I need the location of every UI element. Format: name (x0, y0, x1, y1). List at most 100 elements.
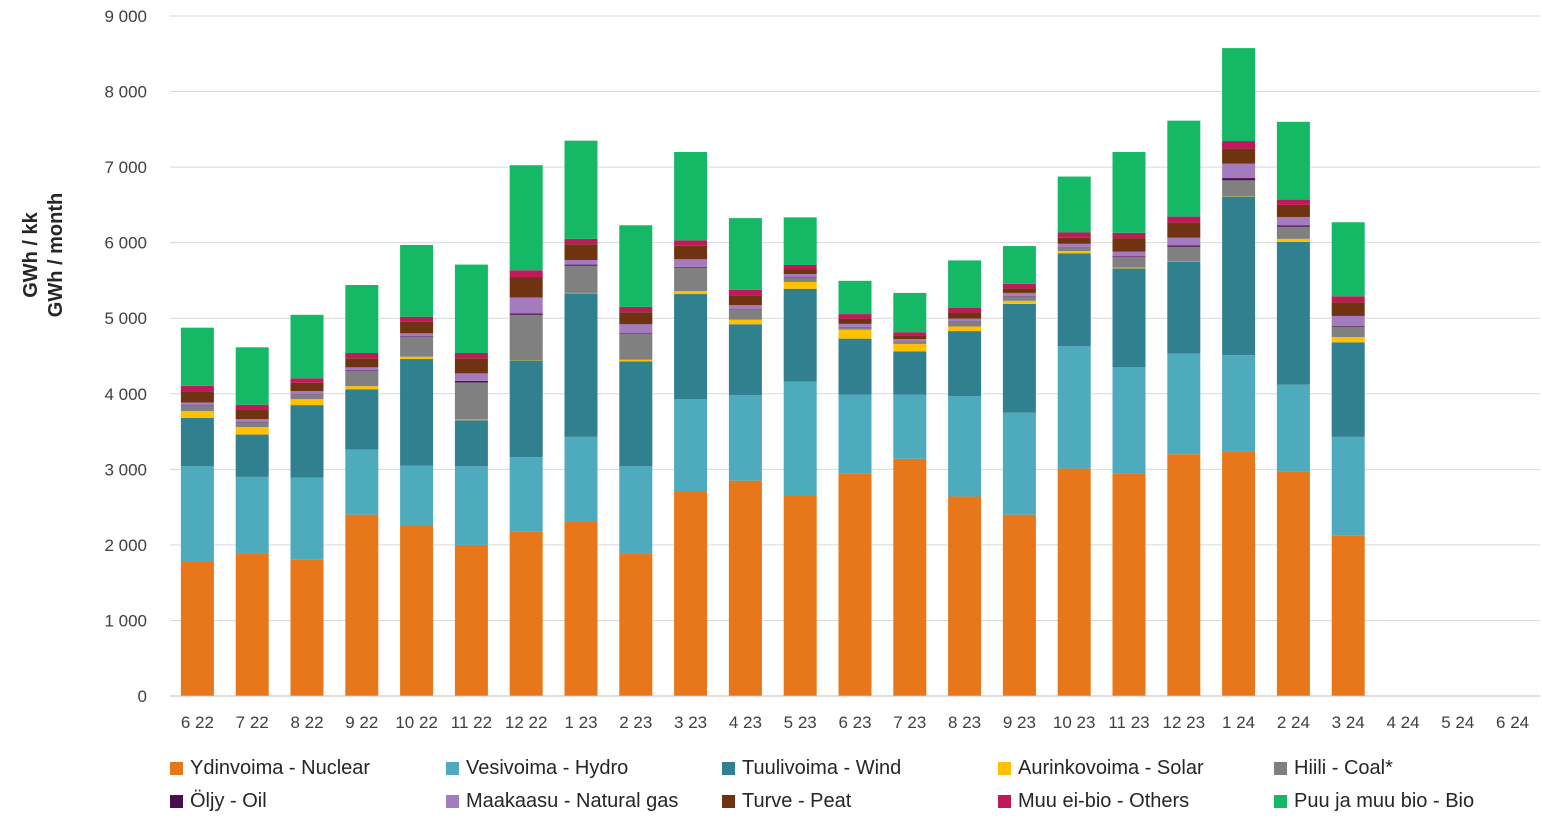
x-tick-label: 6 23 (838, 713, 871, 732)
bar-segment (565, 265, 598, 266)
bar-segment (729, 218, 762, 290)
bar-segment (948, 396, 981, 496)
y-tick-label: 5 000 (104, 309, 147, 328)
bar-segment (839, 319, 872, 324)
bar-segment (893, 344, 926, 352)
legend-item: Puu ja muu bio - Bio (1274, 790, 1524, 813)
bar-segment (1003, 413, 1036, 515)
legend-item: Turve - Peat (722, 790, 998, 813)
bar-segment (1332, 222, 1365, 296)
bar-segment (510, 270, 543, 277)
bar-segment (1113, 233, 1146, 238)
legend-label: Ydinvoima - Nuclear (190, 757, 370, 780)
legend-label: Vesivoima - Hydro (466, 757, 628, 780)
bar-segment (1113, 256, 1146, 257)
bar-segment (619, 361, 652, 466)
bar-segment (839, 339, 872, 395)
legend-swatch (170, 795, 183, 808)
x-tick-label: 1 24 (1222, 713, 1255, 732)
bar-segment (1003, 296, 1036, 301)
x-tick-label: 3 23 (674, 713, 707, 732)
bar-segment (948, 313, 981, 319)
bar-segment (893, 395, 926, 459)
bar-segment (948, 321, 981, 326)
x-tick-label: 7 23 (893, 713, 926, 732)
bar-segment (565, 266, 598, 293)
bar-segment (1003, 288, 1036, 293)
bar-segment (784, 495, 817, 696)
bar-segment (893, 342, 926, 344)
bar-segment (1332, 296, 1365, 302)
bar-segment (784, 274, 817, 277)
bar-segment (1167, 121, 1200, 217)
y-tick-label: 1 000 (104, 611, 147, 630)
bar-segment (1058, 346, 1091, 468)
legend-label: Turve - Peat (742, 790, 851, 813)
bar-segment (784, 382, 817, 495)
bar-segment (291, 405, 324, 478)
bar-series (181, 48, 1365, 696)
bar-segment (1332, 337, 1365, 342)
bar-segment (1167, 223, 1200, 238)
bar-segment (291, 378, 324, 383)
bar-segment (400, 359, 433, 466)
bar-segment (674, 246, 707, 260)
bar-segment (1058, 232, 1091, 237)
bar-segment (1058, 244, 1091, 247)
bar-segment (291, 391, 324, 394)
bar-segment (1222, 197, 1255, 356)
bar-segment (674, 291, 707, 294)
bar-segment (400, 466, 433, 526)
legend-label: Aurinkovoima - Solar (1018, 757, 1204, 780)
legend-item: Öljy - Oil (170, 790, 446, 813)
legend-item: Ydinvoima - Nuclear (170, 757, 446, 780)
bar-segment (1277, 385, 1310, 472)
x-tick-label: 9 23 (1003, 713, 1036, 732)
x-tick-label: 7 22 (236, 713, 269, 732)
y-tick-label: 9 000 (104, 7, 147, 26)
bar-segment (729, 305, 762, 310)
bar-segment (1222, 164, 1255, 178)
bar-segment (510, 457, 543, 531)
bar-segment (839, 474, 872, 696)
bar-segment (1167, 354, 1200, 454)
bar-segment (784, 265, 817, 270)
bar-segment (893, 459, 926, 696)
x-tick-label: 10 23 (1053, 713, 1096, 732)
bar-segment (948, 497, 981, 696)
bar-segment (1332, 302, 1365, 316)
bar-segment (181, 418, 214, 466)
bar-segment (839, 281, 872, 314)
bar-segment (619, 324, 652, 333)
legend-label: Öljy - Oil (190, 790, 267, 813)
legend-item: Muu ei-bio - Others (998, 790, 1274, 813)
bar-segment (455, 353, 488, 358)
bar-segment (784, 217, 817, 265)
bar-segment (510, 361, 543, 458)
bar-segment (455, 545, 488, 696)
x-tick-label: 11 22 (451, 713, 492, 732)
bar-segment (1113, 268, 1146, 269)
bar-segment (1332, 437, 1365, 536)
bar-segment (619, 554, 652, 696)
bar-segment (291, 395, 324, 400)
legend-swatch (722, 762, 735, 775)
bar-segment (1277, 225, 1310, 227)
bar-segment (1113, 152, 1146, 233)
bar-segment (1222, 355, 1255, 452)
bar-segment (784, 277, 817, 282)
bar-segment (674, 399, 707, 492)
bar-segment (236, 477, 269, 554)
bar-segment (729, 320, 762, 325)
bar-segment (400, 321, 433, 333)
legend-label: Puu ja muu bio - Bio (1294, 790, 1474, 813)
bar-segment (181, 391, 214, 402)
bar-segment (1167, 238, 1200, 246)
bar-segment (1277, 200, 1310, 205)
bar-segment (510, 297, 543, 313)
bar-segment (1167, 245, 1200, 247)
bar-segment (181, 386, 214, 391)
bar-segment (455, 358, 488, 373)
bar-segment (1167, 247, 1200, 261)
